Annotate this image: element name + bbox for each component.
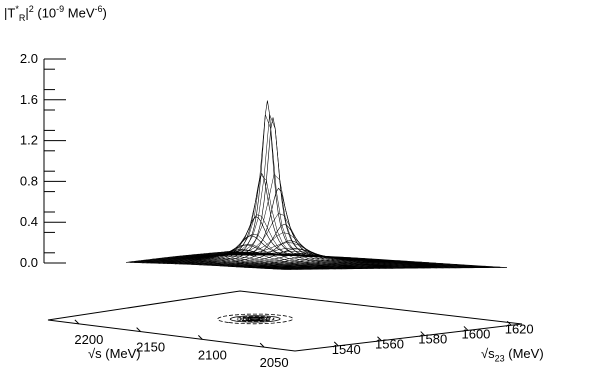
surface-gridline bbox=[143, 259, 324, 270]
x-axis-label: √s (MeV) bbox=[88, 346, 141, 361]
contour-line bbox=[242, 316, 268, 321]
z-tick-label: 0.0 bbox=[20, 255, 38, 270]
surface-gridline bbox=[195, 117, 351, 265]
surface-gridline bbox=[128, 261, 292, 270]
surface-gridline bbox=[158, 253, 355, 269]
y-tick-label: 1540 bbox=[332, 342, 361, 357]
z-tick-label: 0.8 bbox=[20, 173, 38, 188]
x-axis: 2200 2150 2100 2050 bbox=[74, 319, 289, 369]
surface-gridline bbox=[179, 114, 400, 269]
y-axis: 1540 1560 1580 1600 1620 bbox=[332, 320, 534, 357]
y-tick bbox=[377, 336, 382, 342]
surface-gridline bbox=[176, 114, 393, 269]
x-tick-label: 2100 bbox=[198, 347, 227, 362]
y-tick bbox=[463, 326, 469, 331]
surface-gridline bbox=[191, 100, 344, 265]
z-tick-label: 1.6 bbox=[20, 92, 38, 107]
x-tick-label: 2050 bbox=[260, 355, 289, 369]
y-tick-label: 1620 bbox=[505, 321, 534, 336]
surface-gridline bbox=[134, 261, 305, 270]
surface-gridline bbox=[131, 261, 298, 270]
y-tick-label: 1580 bbox=[418, 332, 447, 347]
x-tick-label: 2150 bbox=[136, 340, 165, 355]
surface-gridline bbox=[149, 259, 336, 270]
y-tick-label: 1560 bbox=[375, 337, 404, 352]
surface-gridline bbox=[140, 260, 317, 270]
y-tick bbox=[420, 331, 426, 336]
surface-gridline bbox=[152, 257, 343, 270]
surface-gridline bbox=[187, 172, 337, 265]
z-tick-label: 2.0 bbox=[20, 51, 38, 66]
surface-gridline bbox=[125, 262, 286, 270]
x-tick bbox=[136, 327, 141, 332]
z-tick-label: 1.2 bbox=[20, 133, 38, 148]
z-axis: 2.0 1.6 1.2 0.8 0.4 0.0 bbox=[20, 51, 66, 270]
x-tick-label: 2200 bbox=[74, 332, 103, 347]
y-tick bbox=[333, 341, 339, 347]
contour-lines bbox=[217, 313, 294, 325]
y-tick-label: 1600 bbox=[461, 326, 490, 341]
y-axis-label: √s23 (MeV) bbox=[481, 346, 544, 364]
surface-gridline bbox=[229, 251, 508, 268]
contour-line bbox=[249, 317, 261, 320]
surface-gridline bbox=[226, 251, 501, 268]
contour-line bbox=[217, 313, 294, 325]
x-tick bbox=[74, 319, 80, 325]
x-tick bbox=[259, 342, 265, 348]
x-tick bbox=[198, 335, 203, 340]
z-axis-label: |T*R|2 (10-9 MeV-6) bbox=[4, 4, 107, 23]
base-plane-outline bbox=[47, 290, 523, 352]
z-tick-label: 0.4 bbox=[20, 214, 38, 229]
surface-gridline bbox=[164, 244, 368, 269]
surface-gridline bbox=[155, 256, 349, 270]
surface-gridline bbox=[137, 260, 311, 270]
surface-mesh bbox=[125, 100, 508, 270]
surface-gridline bbox=[224, 251, 495, 268]
base-plane bbox=[47, 290, 523, 352]
surface-gridline bbox=[146, 259, 330, 270]
y-tick bbox=[506, 320, 512, 326]
contour-line bbox=[235, 316, 275, 322]
contour-line bbox=[229, 315, 281, 323]
surface-gridline bbox=[161, 250, 362, 269]
